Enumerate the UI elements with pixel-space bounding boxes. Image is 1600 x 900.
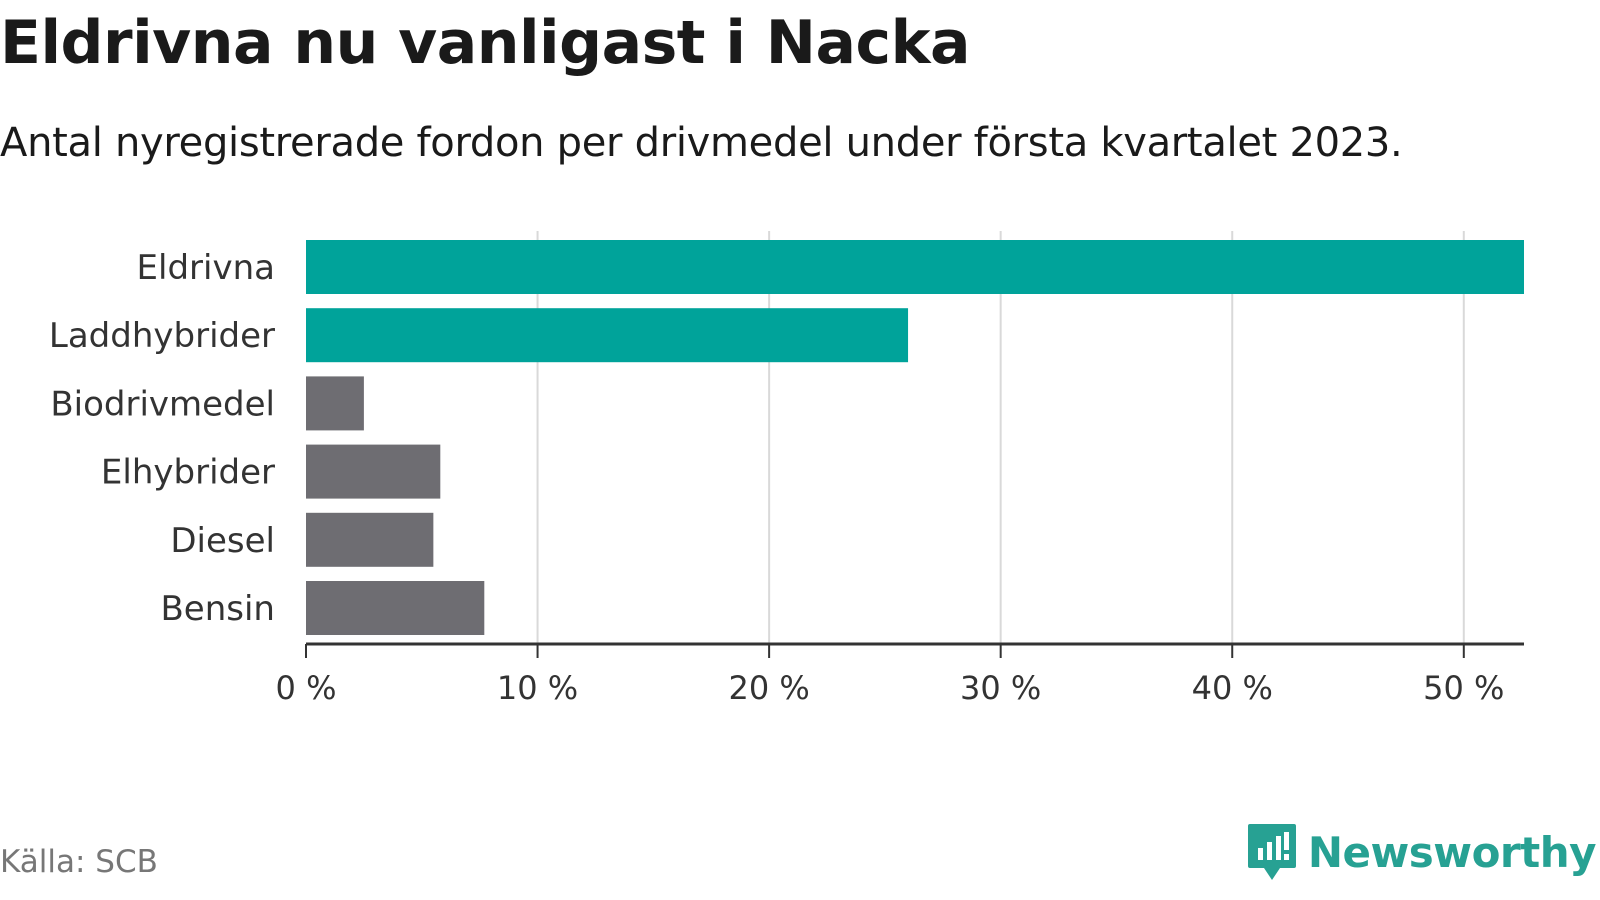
chart-title: Eldrivna nu vanligast i Nacka <box>0 8 970 78</box>
bar <box>306 444 441 499</box>
x-tick-label: 30 % <box>960 669 1041 707</box>
x-tick-label: 20 % <box>728 669 809 707</box>
x-tick-label: 50 % <box>1423 669 1504 707</box>
x-tick-label: 40 % <box>1192 669 1273 707</box>
bar <box>306 512 434 567</box>
brand-name: Newsworthy <box>1307 827 1597 877</box>
category-label: Laddhybrider <box>49 316 275 356</box>
brand-logo: Newsworthy <box>1246 822 1597 882</box>
newsworthy-logo-icon <box>1247 824 1296 880</box>
bar <box>306 240 1524 294</box>
category-label: Eldrivna <box>137 248 275 288</box>
category-label: Biodrivmedel <box>50 384 275 424</box>
x-tick-label: 10 % <box>497 669 578 707</box>
x-tick-label: 0 % <box>276 669 337 707</box>
bar <box>306 308 909 363</box>
category-label: Elhybrider <box>101 453 275 493</box>
category-label: Diesel <box>170 521 275 561</box>
bar <box>306 376 364 431</box>
source-note: Källa: SCB <box>0 844 158 880</box>
category-label: Bensin <box>160 589 275 629</box>
chart-subtitle: Antal nyregistrerade fordon per drivmede… <box>0 120 1403 166</box>
bar <box>306 581 485 635</box>
